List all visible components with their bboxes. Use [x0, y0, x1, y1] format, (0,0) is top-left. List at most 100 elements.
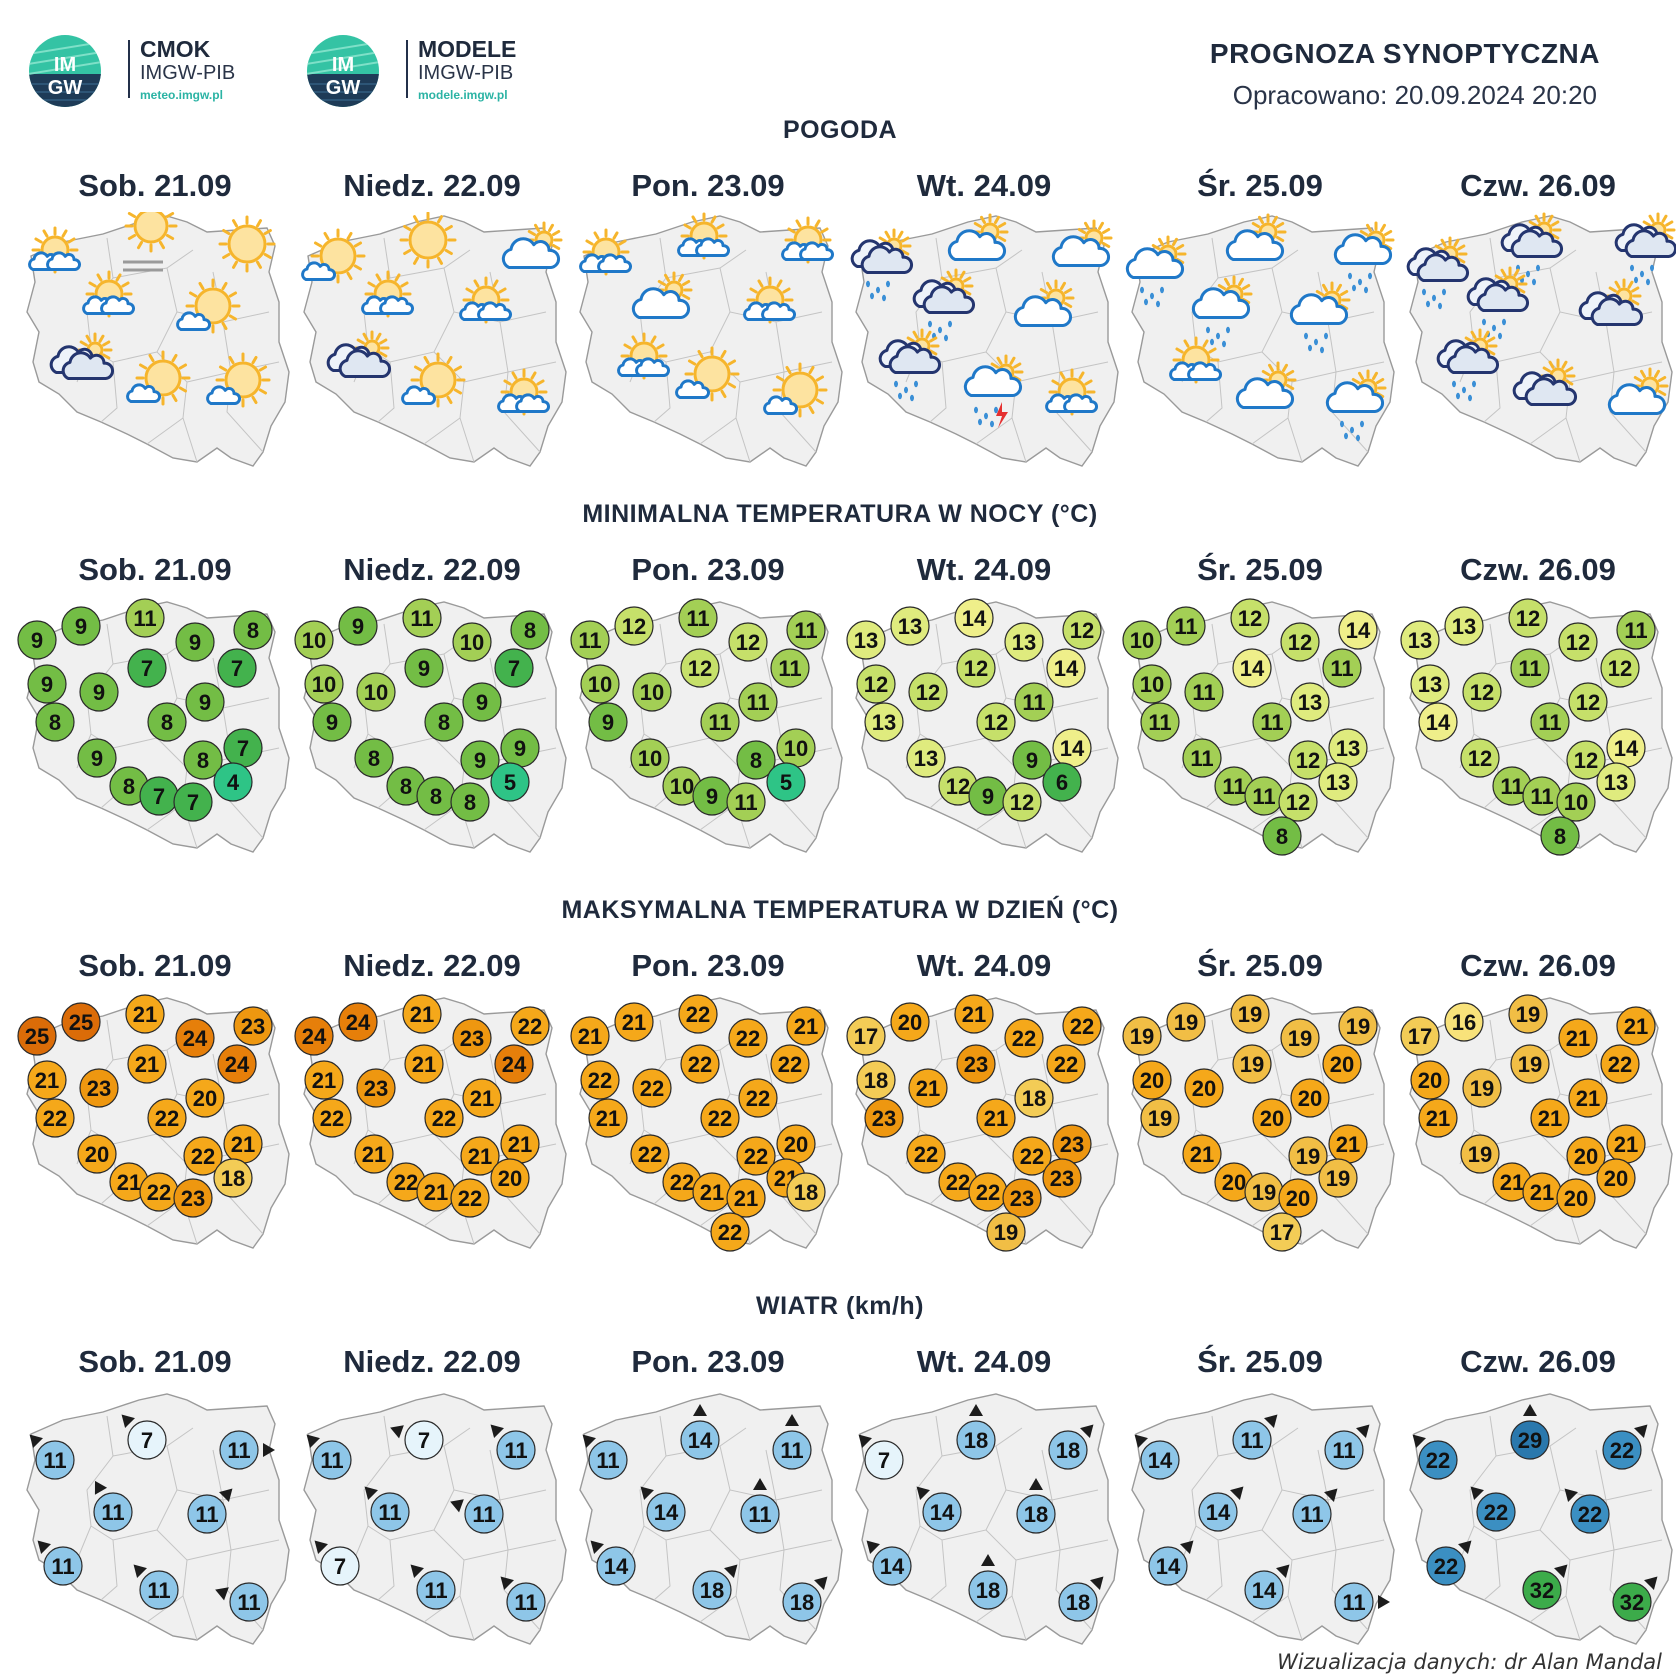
tmin-marker: 10 — [1556, 782, 1596, 822]
tmin-marker: 11 — [1214, 766, 1254, 806]
svg-text:19: 19 — [1130, 1024, 1154, 1049]
tmax-marker: 21 — [570, 1016, 610, 1056]
tmax-marker: 22 — [906, 1134, 946, 1174]
tmin-marker: 9 — [500, 728, 540, 768]
wind-marker: 14 — [1148, 1540, 1194, 1586]
svg-text:11: 11 — [514, 1590, 537, 1615]
svg-text:8: 8 — [430, 784, 442, 809]
tmin-marker: 12 — [1566, 740, 1606, 780]
day-label: Pon. 23.09 — [631, 552, 785, 587]
wind-direction-arrow — [1029, 1478, 1043, 1490]
sun-cloud-icon — [301, 228, 366, 284]
partly-cloudy-sun-icon — [677, 212, 731, 260]
svg-text:11: 11 — [424, 1578, 447, 1603]
logo-url[interactable]: modele.imgw.pl — [418, 88, 508, 102]
tmin-marker: 7 — [217, 648, 257, 688]
svg-text:12: 12 — [736, 630, 760, 655]
tmax-marker: 21 — [304, 1060, 344, 1100]
svg-text:11: 11 — [1342, 1590, 1365, 1615]
tmin-marker: 12 — [976, 702, 1016, 742]
wind-marker: 14 — [1134, 1434, 1180, 1480]
tmin-marker: 11 — [1510, 648, 1550, 688]
logo-url[interactable]: meteo.imgw.pl — [140, 88, 223, 102]
logo-divider — [128, 40, 130, 98]
svg-text:11: 11 — [504, 1438, 527, 1463]
tmin-marker: 12 — [856, 664, 896, 704]
tmax-marker: 22 — [139, 1172, 179, 1212]
voivodeship-borders — [1181, 1415, 1385, 1641]
tmax-marker: 22 — [736, 1136, 776, 1176]
cloud-icon — [1235, 361, 1297, 409]
svg-text:9: 9 — [514, 736, 526, 761]
svg-text:22: 22 — [686, 1002, 710, 1027]
tmax-marker: 23 — [452, 1018, 492, 1058]
svg-text:23: 23 — [1010, 1186, 1034, 1211]
svg-text:18: 18 — [1024, 1502, 1048, 1527]
svg-text:22: 22 — [1434, 1554, 1458, 1579]
svg-text:8: 8 — [1554, 824, 1566, 849]
svg-text:22: 22 — [1054, 1052, 1078, 1077]
tmax-marker: 19 — [986, 1212, 1026, 1252]
partly-cloudy-sun-icon — [28, 226, 82, 274]
svg-text:11: 11 — [1174, 614, 1197, 639]
voivodeship-borders — [76, 1415, 280, 1641]
wind-marker: 18 — [956, 1404, 996, 1460]
svg-text:18: 18 — [790, 1590, 814, 1615]
tmax-marker: 21 — [404, 1044, 444, 1084]
voivodeship-borders — [353, 1415, 557, 1641]
svg-text:9: 9 — [91, 746, 103, 771]
tmin-marker: 11 — [1492, 766, 1532, 806]
svg-text:17: 17 — [854, 1024, 878, 1049]
rain-dark-icon — [850, 228, 914, 302]
tmin-marker: 7 — [127, 648, 167, 688]
svg-text:7: 7 — [153, 784, 165, 809]
tmin-marker: 13 — [1410, 664, 1450, 704]
svg-text:11: 11 — [101, 1500, 124, 1525]
wind-direction-arrow — [1458, 1540, 1472, 1554]
section-title-weather: POGODA — [782, 116, 898, 144]
tmax-marker: 22 — [1600, 1044, 1640, 1084]
svg-text:17: 17 — [1408, 1024, 1432, 1049]
wind-marker: 11 — [1292, 1488, 1338, 1534]
forecast-date: Opracowano: 20.09.2024 20:20 — [1232, 80, 1597, 110]
wind-marker: 11 — [772, 1414, 812, 1470]
svg-text:22: 22 — [518, 1014, 542, 1039]
wind-marker: 18 — [1058, 1576, 1104, 1622]
svg-text:12: 12 — [1608, 656, 1632, 681]
tmax-marker: 21 — [1182, 1134, 1222, 1174]
tmax-marker: 22 — [1062, 1006, 1102, 1046]
svg-text:21: 21 — [1624, 1014, 1648, 1039]
tmin-marker: 9 — [17, 620, 57, 660]
svg-text:7: 7 — [187, 790, 199, 815]
wind-direction-arrow — [1230, 1486, 1244, 1500]
tmax-marker: 23 — [1052, 1124, 1092, 1164]
svg-text:14: 14 — [688, 1428, 713, 1453]
wind-direction-arrow — [306, 1434, 320, 1448]
wind-direction-arrow — [866, 1540, 880, 1554]
svg-text:12: 12 — [1238, 606, 1262, 631]
tmax-marker: 21 — [1530, 1098, 1570, 1138]
svg-text:12: 12 — [622, 614, 646, 639]
svg-text:18: 18 — [1066, 1590, 1090, 1615]
tmin-marker: 11 — [726, 782, 766, 822]
wind-marker: 14 — [1198, 1486, 1244, 1532]
rain-icon — [1289, 281, 1351, 354]
wind-direction-arrow — [450, 1499, 464, 1513]
svg-text:7: 7 — [141, 1428, 153, 1453]
tmax-marker: 21 — [1328, 1124, 1368, 1164]
svg-text:12: 12 — [1576, 690, 1600, 715]
tmin-marker: 10 — [776, 728, 816, 768]
svg-text:22: 22 — [688, 1052, 712, 1077]
svg-text:13: 13 — [872, 710, 896, 735]
voivodeship-borders — [1459, 1415, 1663, 1641]
tmin-marker: 8 — [1262, 816, 1302, 856]
tmax-marker: 23 — [956, 1044, 996, 1084]
svg-text:21: 21 — [424, 1180, 448, 1205]
svg-text:20: 20 — [1330, 1052, 1354, 1077]
voivodeship-borders — [905, 1415, 1109, 1641]
sun-cloud-icon — [763, 362, 828, 418]
svg-text:24: 24 — [502, 1052, 527, 1077]
tmax-marker: 23 — [173, 1178, 213, 1218]
wind-direction-arrow — [785, 1414, 799, 1426]
